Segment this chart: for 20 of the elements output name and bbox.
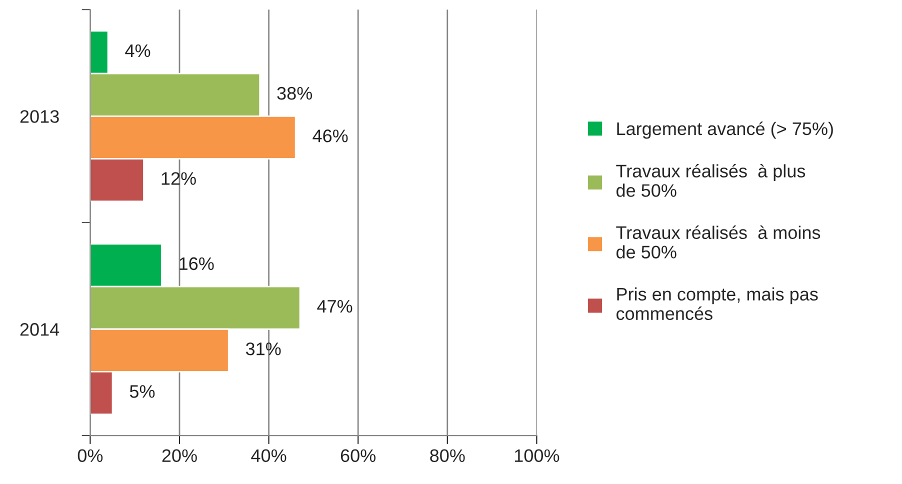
- x-tick-label: 20%: [162, 449, 197, 462]
- data-label: 38%: [277, 86, 312, 100]
- legend-label: Travaux réalisés à plus de 50%: [616, 164, 806, 197]
- x-tick-label: 100%: [514, 449, 560, 462]
- data-label: 31%: [246, 342, 281, 356]
- data-label: 5%: [130, 385, 155, 398]
- x-tick-label: 60%: [340, 449, 376, 462]
- legend-label: Pris en compte, mais pas commencés: [616, 287, 818, 320]
- data-label: 4%: [125, 44, 150, 58]
- data-label: 47%: [317, 300, 352, 313]
- y-tick-label: 2013: [20, 110, 59, 123]
- data-label: 12%: [162, 172, 196, 185]
- data-label: 16%: [180, 257, 214, 270]
- data-label: 46%: [312, 130, 348, 142]
- legend-label: Travaux réalisés à moins de 50%: [616, 226, 820, 258]
- x-tick-label: 80%: [430, 449, 465, 462]
- y-tick-label: 2014: [20, 323, 60, 336]
- legend-label: Largement avancé (> 75%): [617, 122, 833, 139]
- x-tick-label: 40%: [251, 449, 286, 462]
- x-tick-label: 0%: [78, 449, 103, 462]
